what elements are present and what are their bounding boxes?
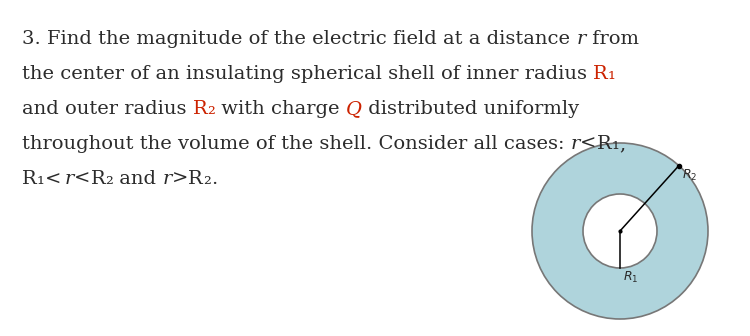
Text: r: r (64, 170, 74, 188)
Text: R: R (596, 135, 611, 153)
Text: ,: , (620, 135, 626, 153)
Text: .: . (211, 170, 218, 188)
Text: <: < (74, 170, 91, 188)
Text: R: R (188, 170, 203, 188)
Text: R: R (22, 170, 37, 188)
Text: throughout the volume of the shell. Consider all cases:: throughout the volume of the shell. Cons… (22, 135, 571, 153)
Text: <: < (45, 170, 64, 188)
Text: R: R (91, 170, 105, 188)
Text: r: r (571, 135, 580, 153)
Text: the center of an insulating spherical shell of inner radius: the center of an insulating spherical sh… (22, 65, 593, 83)
Text: R: R (193, 100, 208, 118)
Text: r: r (163, 170, 172, 188)
Text: 3. Find the magnitude of the electric field at a distance: 3. Find the magnitude of the electric fi… (22, 30, 576, 48)
Text: R: R (593, 65, 608, 83)
Text: ₁: ₁ (611, 135, 620, 153)
Text: <: < (580, 135, 596, 153)
Text: ₂: ₂ (208, 100, 215, 118)
Text: and: and (113, 170, 163, 188)
Text: ₂: ₂ (203, 170, 211, 188)
Circle shape (583, 194, 657, 268)
Text: >: > (172, 170, 188, 188)
Text: from: from (586, 30, 638, 48)
Text: and outer radius: and outer radius (22, 100, 193, 118)
Text: r: r (576, 30, 586, 48)
Text: with charge: with charge (215, 100, 346, 118)
Text: ₁: ₁ (608, 65, 616, 83)
Text: $R_2$: $R_2$ (682, 168, 698, 183)
Text: ₁: ₁ (37, 170, 45, 188)
Text: Q: Q (346, 100, 362, 118)
Text: ₂: ₂ (105, 170, 113, 188)
Text: $R_1$: $R_1$ (623, 270, 638, 285)
Text: distributed uniformly: distributed uniformly (362, 100, 579, 118)
Circle shape (532, 143, 708, 319)
